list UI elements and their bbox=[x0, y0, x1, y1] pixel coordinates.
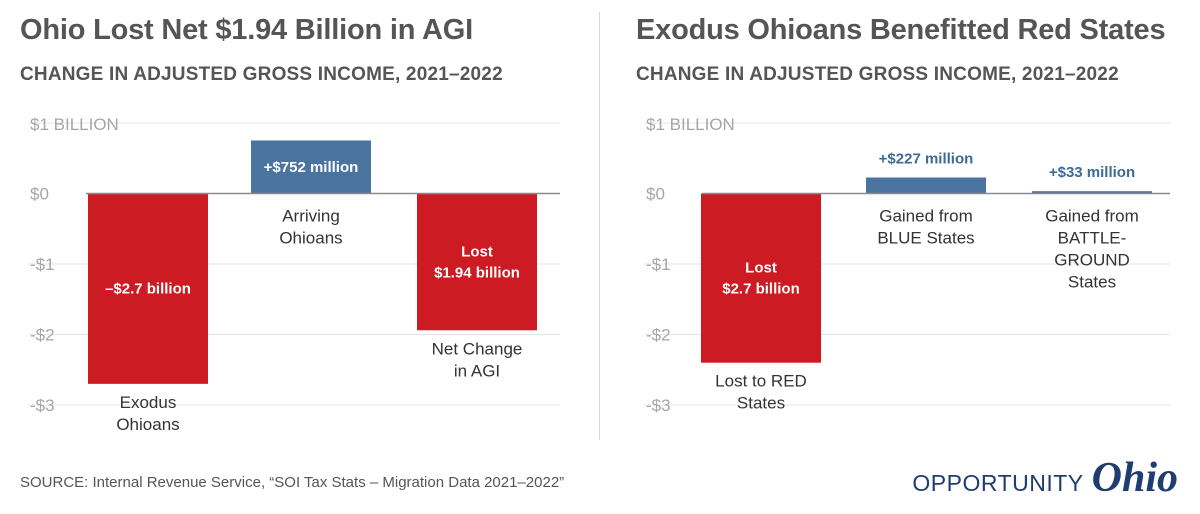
y-tick-label: $0 bbox=[30, 185, 49, 204]
bar bbox=[1032, 191, 1152, 194]
chart-panel-red-states: Exodus Ohioans Benefitted Red States CHA… bbox=[600, 0, 1200, 470]
bar-chart-ohio-net-agi: $1 BILLION $0 -$1 -$2 -$3 –$2.7 billion Exodus… bbox=[28, 115, 560, 434]
chart-panel-ohio-net-agi: Ohio Lost Net $1.94 Billion in AGI CHANG… bbox=[0, 0, 600, 470]
category-label: Gained from BLUE States bbox=[877, 207, 974, 248]
chart-subtitle: CHANGE IN ADJUSTED GROSS INCOME, 2021–20… bbox=[20, 64, 503, 85]
bar bbox=[88, 193, 208, 384]
chart-title: Ohio Lost Net $1.94 Billion in AGI bbox=[20, 14, 473, 46]
y-tick-label: -$3 bbox=[646, 396, 671, 415]
y-tick-label: $1 BILLION bbox=[30, 115, 119, 134]
bar-value-label: +$227 million bbox=[879, 150, 974, 167]
chart-subtitle: CHANGE IN ADJUSTED GROSS INCOME, 2021–20… bbox=[636, 64, 1119, 85]
logo-wordmark: OPPORTUNITY bbox=[912, 470, 1084, 496]
logo-script: Ohio bbox=[1091, 455, 1178, 501]
y-tick-label: -$1 bbox=[30, 255, 55, 274]
bar-value-label: +$33 million bbox=[1049, 164, 1135, 181]
bar bbox=[417, 193, 537, 331]
bar-value-label: Lost $1.94 billion bbox=[434, 243, 520, 281]
panel-divider bbox=[599, 12, 600, 440]
y-tick-label: $1 BILLION bbox=[646, 115, 735, 134]
opportunity-ohio-logo: OPPORTUNITY Ohio bbox=[912, 454, 1178, 504]
y-tick-label: $0 bbox=[646, 185, 665, 204]
bar bbox=[701, 193, 821, 363]
bar bbox=[866, 177, 986, 194]
y-tick-label: -$1 bbox=[646, 255, 671, 274]
bar-value-label: +$752 million bbox=[264, 159, 359, 176]
category-label: Lost to RED States bbox=[715, 372, 807, 413]
y-tick-label: -$2 bbox=[646, 326, 671, 345]
category-label: Net Change in AGI bbox=[432, 339, 523, 380]
y-tick-label: -$2 bbox=[30, 326, 55, 345]
chart-title: Exodus Ohioans Benefitted Red States bbox=[636, 14, 1166, 46]
bar-value-label: –$2.7 billion bbox=[105, 281, 191, 298]
source-note: SOURCE: Internal Revenue Service, “SOI T… bbox=[20, 474, 565, 491]
bar-value-label: Lost $2.7 billion bbox=[722, 260, 800, 298]
bar-chart-red-states: $1 BILLION $0 -$1 -$2 -$3 Lost $2.7 billion Los… bbox=[644, 115, 1170, 415]
category-label: Arriving Ohioans bbox=[279, 207, 342, 248]
bar bbox=[251, 140, 371, 194]
category-label: Gained from BATTLE-GROUND States bbox=[1045, 207, 1139, 292]
y-tick-label: -$3 bbox=[30, 396, 55, 415]
category-label: Exodus Ohioans bbox=[116, 393, 179, 434]
